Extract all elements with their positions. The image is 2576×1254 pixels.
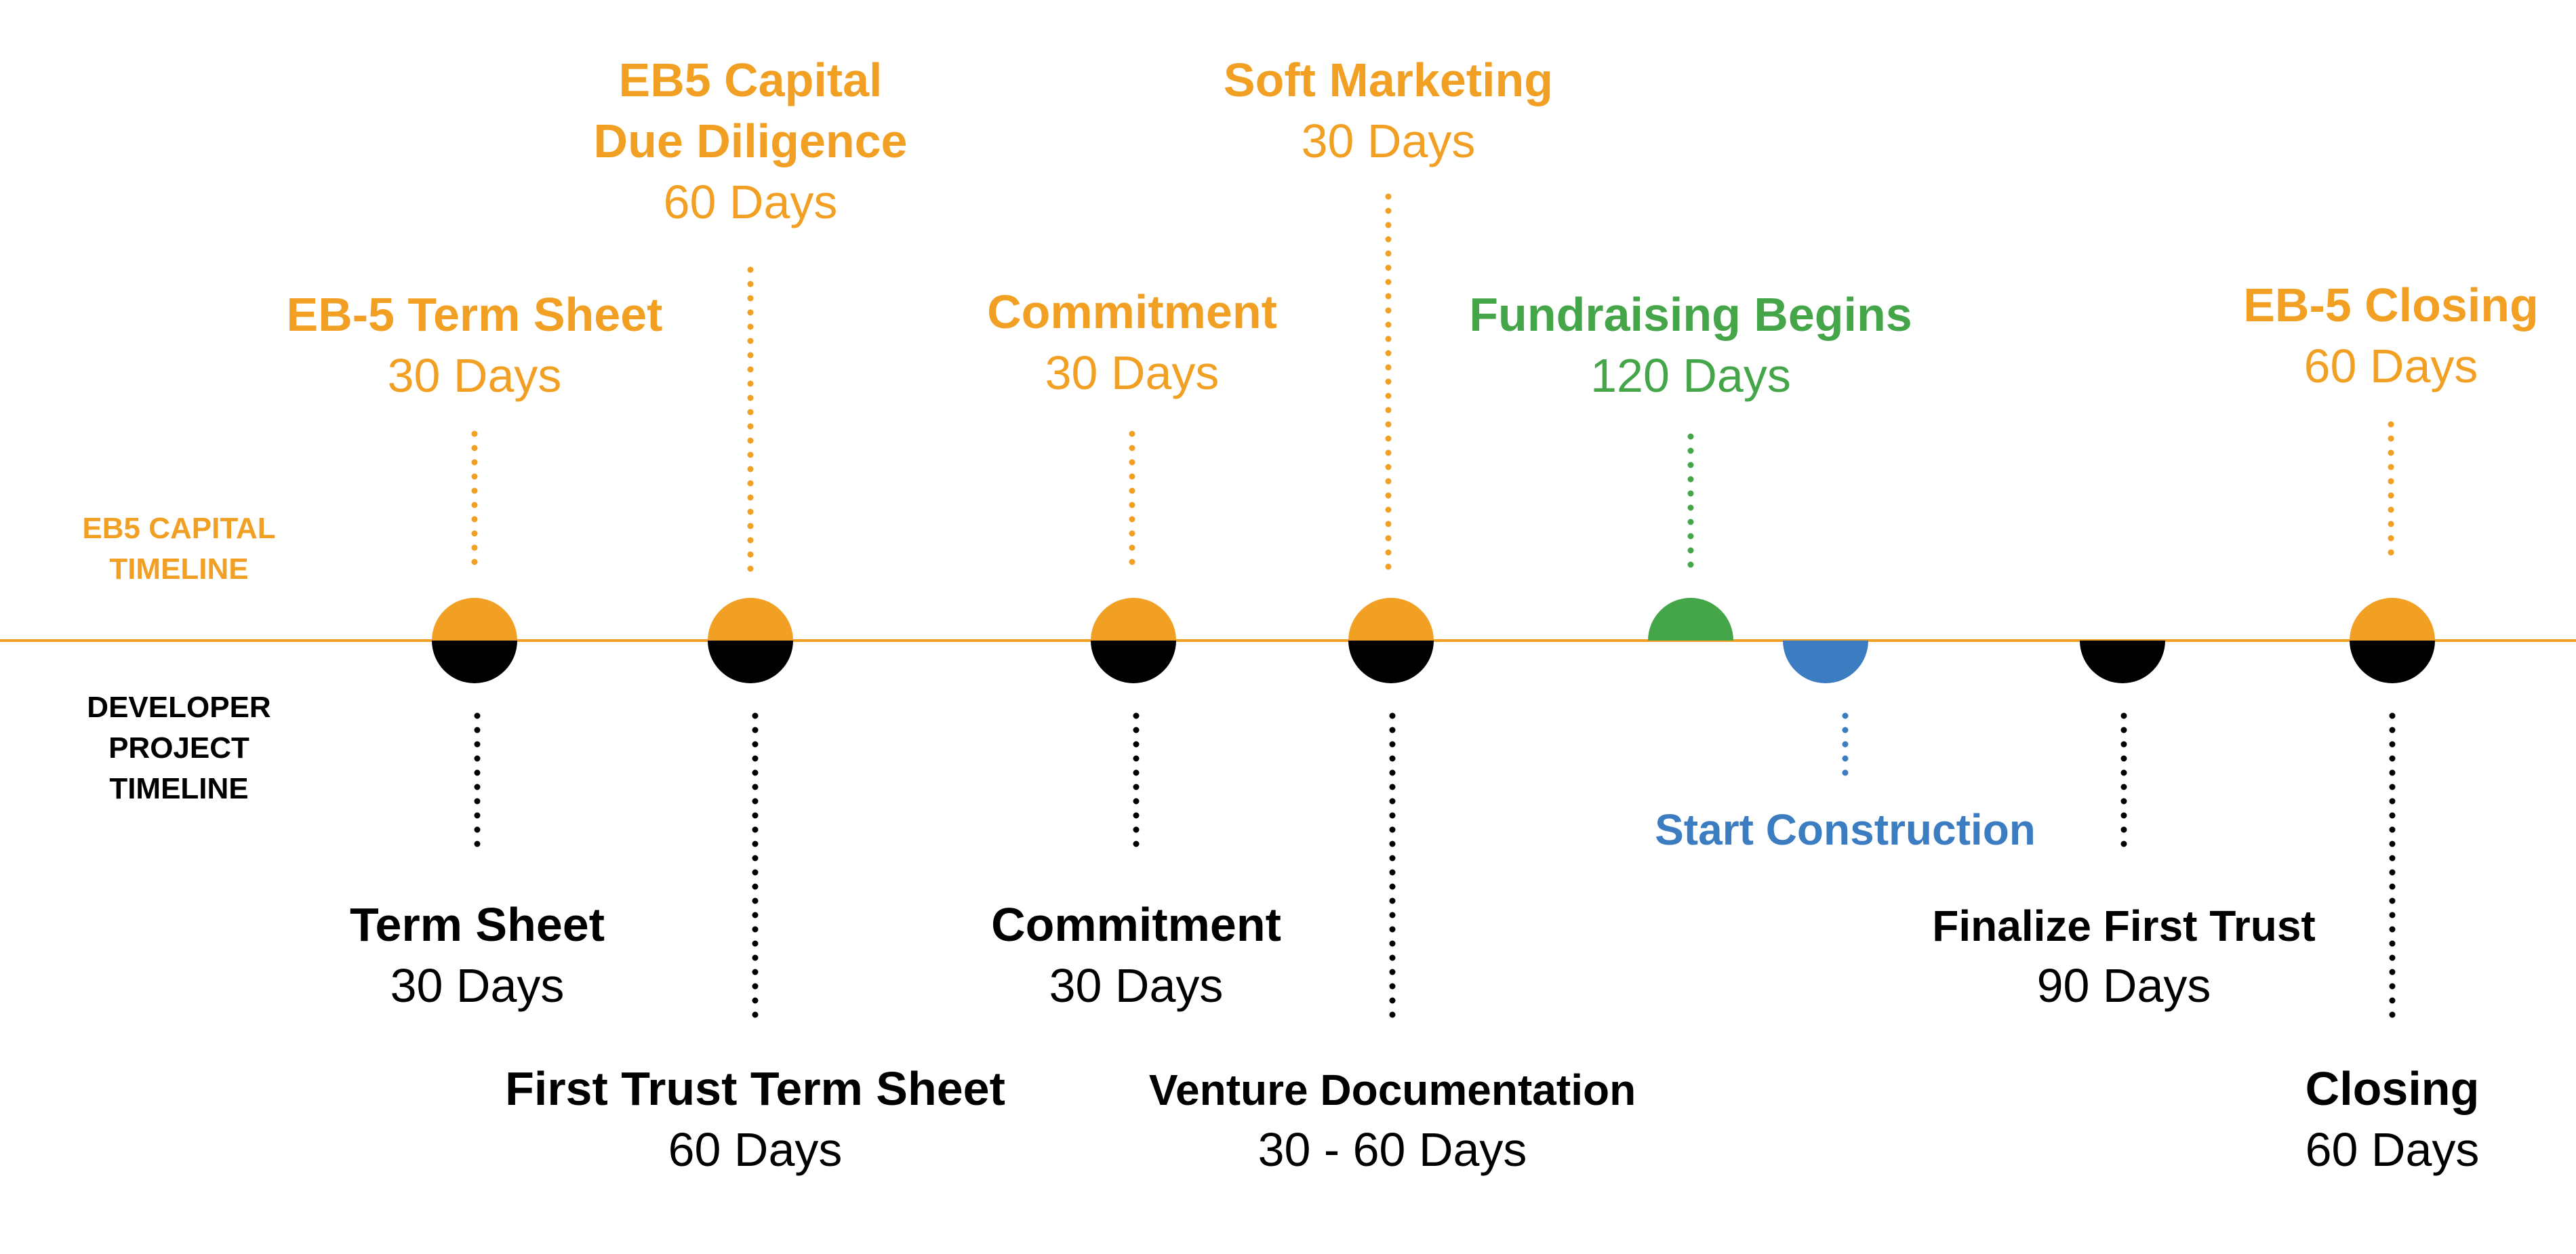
developer-timeline-label: DEVELOPER [87, 691, 270, 724]
first-trust-term-sheet-title: First Trust Term Sheet [505, 1062, 1005, 1115]
eb5-due-diligence-duration: 60 Days [664, 176, 838, 228]
fundraising-begins-duration: 120 Days [1590, 349, 1791, 402]
dev-commitment-duration: 30 Days [1049, 959, 1224, 1012]
eb5-due-diligence-title: Due Diligence [594, 115, 908, 167]
venture-documentation-title: Venture Documentation [1149, 1066, 1636, 1114]
dev-commitment-title: Commitment [991, 898, 1281, 951]
eb5-commitment-duration: 30 Days [1045, 346, 1220, 399]
fundraising-begins-title: Fundraising Begins [1469, 288, 1912, 341]
finalize-first-trust-duration: 90 Days [2037, 959, 2211, 1012]
eb5-closing-title: EB-5 Closing [2243, 279, 2539, 331]
milestone-top-marker [708, 598, 793, 641]
eb5-term-sheet-duration: 30 Days [388, 349, 562, 402]
soft-marketing-duration: 30 Days [1302, 115, 1476, 167]
developer-timeline-label: TIMELINE [109, 772, 248, 805]
start-construction-title: Start Construction [1655, 805, 2036, 854]
term-sheet-duration: 30 Days [390, 959, 565, 1012]
milestone-top-marker [2350, 598, 2435, 641]
closing-duration: 60 Days [2306, 1123, 2480, 1176]
milestone-top-marker [432, 598, 517, 641]
milestone-bottom-marker [1091, 641, 1176, 683]
milestone-bottom-marker [1783, 641, 1868, 683]
eb5-term-sheet-title: EB-5 Term Sheet [287, 288, 663, 341]
venture-documentation-duration: 30 - 60 Days [1258, 1123, 1527, 1176]
eb5-timeline-label: TIMELINE [109, 552, 248, 586]
eb5-commitment-title: Commitment [987, 285, 1277, 338]
developer-timeline-label: PROJECT [108, 731, 249, 765]
milestone-bottom-marker [432, 641, 517, 683]
milestone-top-marker [1091, 598, 1176, 641]
term-sheet-title: Term Sheet [350, 898, 605, 951]
milestone-bottom-marker [2350, 641, 2435, 683]
finalize-first-trust-title: Finalize First Trust [1932, 902, 2315, 950]
eb5-timeline-label: EB5 CAPITAL [82, 512, 275, 545]
milestone-bottom-marker [2080, 641, 2165, 683]
closing-title: Closing [2306, 1062, 2480, 1115]
milestone-top-marker [1648, 598, 1733, 641]
soft-marketing-title: Soft Marketing [1224, 54, 1553, 106]
milestone-top-marker [1348, 598, 1434, 641]
eb5-closing-duration: 60 Days [2304, 340, 2478, 392]
milestone-bottom-marker [708, 641, 793, 683]
milestone-bottom-marker [1348, 641, 1434, 683]
first-trust-term-sheet-duration: 60 Days [668, 1123, 843, 1176]
eb5-due-diligence-title: EB5 Capital [619, 54, 883, 106]
